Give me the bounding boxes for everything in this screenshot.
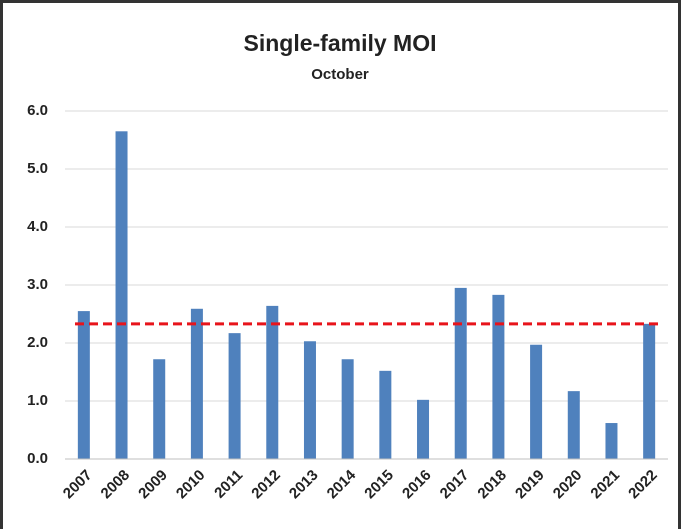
x-tick-label: 2013 [286, 467, 322, 503]
bar [567, 391, 580, 459]
bar [77, 311, 90, 459]
x-tick-label: 2016 [399, 467, 435, 503]
bar [303, 341, 316, 459]
x-tick-label: 2020 [550, 467, 586, 503]
x-tick-label: 2012 [248, 467, 284, 503]
x-tick-label: 2017 [437, 467, 473, 503]
x-tick-label: 2007 [60, 467, 96, 503]
bar [228, 333, 241, 459]
x-tick-label: 2010 [173, 467, 209, 503]
bar [643, 323, 656, 459]
bar [115, 131, 128, 460]
chart-title: Single-family MOI [244, 30, 437, 56]
x-tick-label: 2022 [625, 467, 661, 503]
bar [530, 344, 543, 459]
bar [454, 287, 467, 459]
bar [417, 399, 430, 459]
x-tick-label: 2019 [512, 467, 548, 503]
x-tick-label: 2018 [474, 467, 510, 503]
y-tick-label: 6.0 [27, 102, 48, 119]
chart-subtitle: October [311, 66, 369, 83]
bar [605, 423, 618, 459]
y-tick-label: 2.0 [27, 334, 48, 351]
bar [492, 294, 505, 459]
bar [379, 370, 392, 459]
y-tick-label: 1.0 [27, 392, 48, 409]
x-tick-label: 2009 [135, 467, 171, 503]
x-tick-label: 2014 [324, 466, 360, 502]
y-tick-label: 0.0 [27, 450, 48, 467]
x-tick-label: 2011 [211, 467, 246, 502]
y-tick-label: 4.0 [27, 218, 48, 235]
y-tick-label: 5.0 [27, 160, 48, 177]
bar [266, 305, 279, 459]
bar [190, 308, 203, 459]
bar [341, 359, 354, 459]
bar [153, 359, 166, 459]
x-tick-label: 2015 [361, 467, 397, 503]
x-tick-label: 2021 [587, 467, 623, 503]
y-tick-label: 3.0 [27, 276, 48, 293]
x-tick-label: 2008 [98, 467, 134, 503]
